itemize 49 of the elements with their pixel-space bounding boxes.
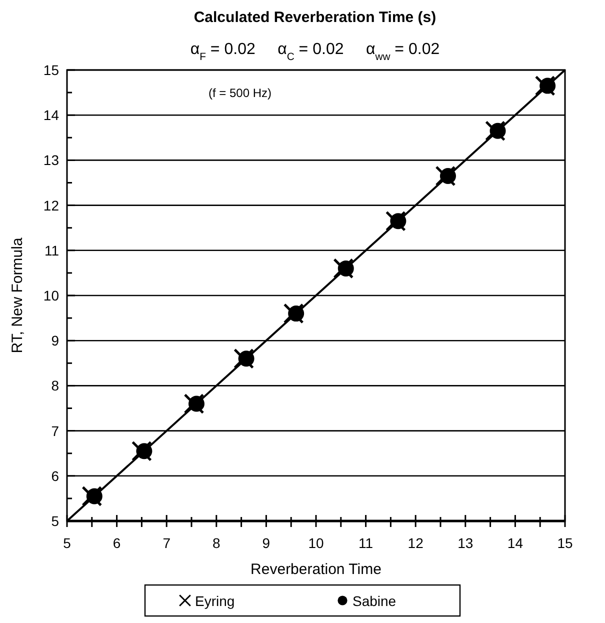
chart-subtitle: α$_{F}$ = 0.02 α$_{C}$ = 0.02 α$_{ww}$ = 0.02 <box>190 41 440 62</box>
point <box>136 443 152 460</box>
x-tick-label: 7 <box>162 535 171 551</box>
y-axis-title: RT, New Formula <box>9 237 26 354</box>
point <box>238 350 254 367</box>
y-tick-label: 6 <box>51 468 60 484</box>
y-tick-label: 15 <box>43 62 60 78</box>
y-tick-label: 13 <box>43 152 60 168</box>
point <box>440 168 456 184</box>
point <box>283 303 304 324</box>
legend-label: Eyring <box>195 593 235 609</box>
point <box>540 78 556 94</box>
x-tick-label: 6 <box>112 535 121 551</box>
y-tick-label: 8 <box>51 378 60 394</box>
x-tick-label: 10 <box>308 535 324 551</box>
x-tick-label: 11 <box>358 535 374 551</box>
point <box>82 486 102 506</box>
y-tick-label: 12 <box>43 197 60 214</box>
y-tick-label: 10 <box>43 288 60 304</box>
x-tick-label: 5 <box>63 535 72 551</box>
point <box>131 440 152 462</box>
point <box>485 120 506 142</box>
x-tick-label: 13 <box>458 535 474 551</box>
y-tick-label: 9 <box>51 332 60 349</box>
x-tick-label: 15 <box>557 535 573 551</box>
x-tick-label: 12 <box>408 535 424 551</box>
annotation: (f = 500 Hz) <box>208 86 272 100</box>
point <box>534 76 556 96</box>
x-tick-label: 14 <box>507 535 524 551</box>
point <box>435 166 456 186</box>
x-tick-label: 8 <box>212 535 220 551</box>
chart-title: Calculated Reverberation Time (s) <box>194 9 436 26</box>
y-tick-label: 11 <box>44 242 60 258</box>
point <box>288 306 304 322</box>
point <box>86 488 102 504</box>
x-tick-label: 9 <box>262 535 270 551</box>
x-axis-title: Reverberation Time <box>250 561 382 578</box>
point <box>385 210 406 232</box>
y-tick-label: 14 <box>43 107 60 124</box>
point <box>490 122 506 139</box>
point <box>188 396 204 412</box>
y-tick-label: 5 <box>51 513 60 529</box>
legend-label: Sabine <box>352 593 396 609</box>
y-tick-label: 7 <box>51 422 60 439</box>
point <box>184 393 204 414</box>
point <box>390 213 406 230</box>
point <box>234 348 254 369</box>
point <box>333 258 354 279</box>
point <box>338 260 354 276</box>
